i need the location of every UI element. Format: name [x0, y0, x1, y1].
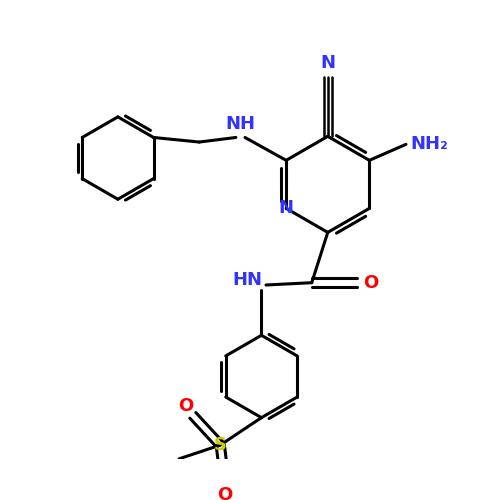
- Text: O: O: [178, 397, 194, 415]
- Text: NH₂: NH₂: [410, 136, 448, 154]
- Text: O: O: [217, 486, 232, 500]
- Text: O: O: [364, 274, 379, 291]
- Text: NH: NH: [226, 114, 256, 132]
- Text: HN: HN: [232, 272, 262, 289]
- Text: S: S: [214, 436, 227, 454]
- Text: N: N: [320, 54, 336, 72]
- Text: N: N: [278, 200, 293, 218]
